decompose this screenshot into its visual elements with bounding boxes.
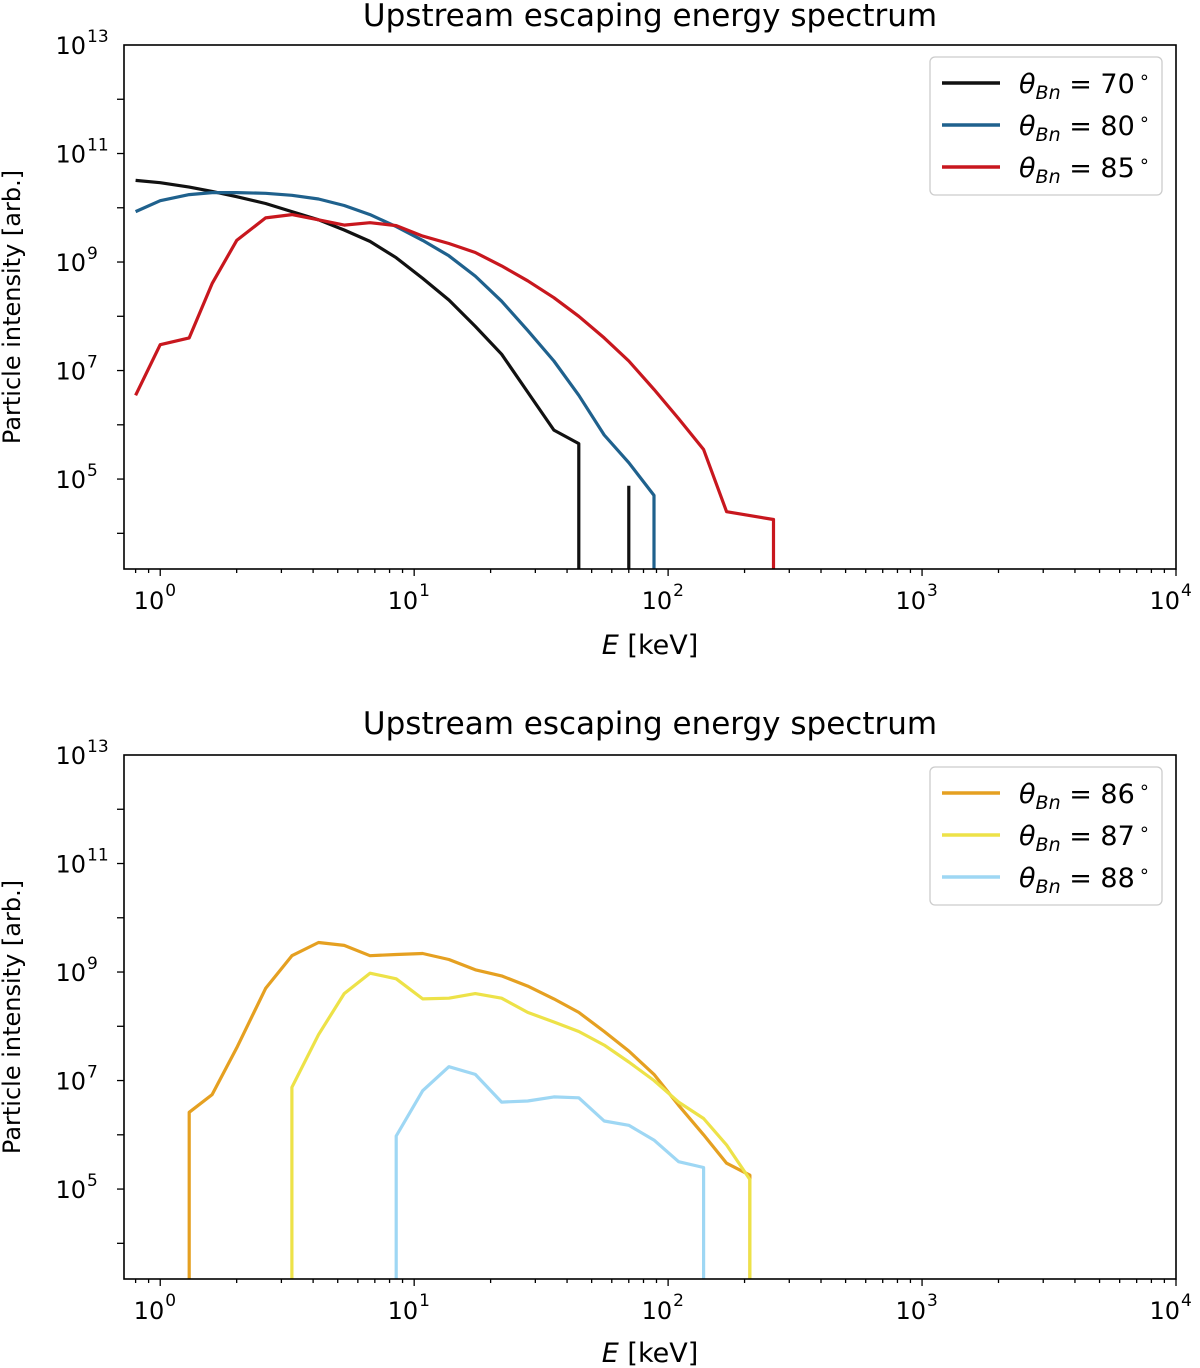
plot-area (187, 940, 752, 1279)
x-tick-exponent: 0 (165, 1291, 176, 1311)
series-line-88 (394, 1065, 706, 1279)
x-tick-label: 10 (1149, 1297, 1180, 1325)
x-axis: 10 0 10 1 10 2 10 3 10 4 (134, 1279, 1192, 1325)
series-line-87 (290, 971, 752, 1279)
y-tick-label: 10 (55, 358, 86, 386)
x-tick-exponent: 1 (419, 581, 430, 601)
y-tick-exponent: 7 (87, 353, 98, 373)
x-tick-exponent: 4 (1181, 1291, 1192, 1311)
series-line-85 (134, 213, 776, 569)
y-tick-exponent: 7 (87, 1063, 98, 1083)
x-tick-label: 10 (642, 587, 673, 615)
series-line-70-part-1 (135, 178, 581, 569)
legend-label: θBn = 85 ∘ (1019, 151, 1150, 188)
chart-title: Upstream escaping energy spectrum (363, 706, 937, 742)
y-tick-label: 10 (55, 1068, 86, 1096)
legend-frame (929, 766, 1163, 906)
y-tick-exponent: 13 (87, 27, 109, 47)
y-tick-label: 10 (55, 141, 86, 169)
y-tick-exponent: 11 (87, 846, 109, 866)
y-tick-exponent: 5 (87, 461, 98, 481)
x-tick-label: 10 (896, 587, 927, 615)
legend-label: θBn = 88 ∘ (1019, 861, 1150, 898)
x-tick-label: 10 (134, 1297, 165, 1325)
axes-frame (123, 44, 1177, 570)
y-tick-label: 10 (55, 466, 86, 494)
x-tick-exponent: 2 (673, 1291, 684, 1311)
x-tick-label: 10 (642, 1297, 673, 1325)
series-line-86 (187, 940, 752, 1279)
y-tick-label: 10 (55, 959, 86, 987)
x-axis: 10 0 10 1 10 2 10 3 10 4 (134, 569, 1192, 615)
legend: θBn = 70 ∘ θBn = 80 ∘ θBn = 85 ∘ (929, 56, 1163, 196)
x-tick-label: 10 (388, 587, 419, 615)
legend-label: θBn = 70 ∘ (1019, 67, 1150, 104)
y-tick-label: 10 (55, 851, 86, 879)
y-tick-exponent: 9 (87, 244, 98, 264)
legend-label: θBn = 86 ∘ (1019, 777, 1150, 814)
x-tick-label: 10 (1149, 587, 1180, 615)
x-tick-exponent: 4 (1181, 581, 1192, 601)
y-tick-label: 10 (55, 32, 86, 60)
y-axis-label: Particle intensity [arb.] (0, 880, 26, 1154)
series-line-80 (134, 191, 656, 569)
x-tick-exponent: 0 (165, 581, 176, 601)
legend-label: θBn = 80 ∘ (1019, 109, 1150, 146)
legend: θBn = 86 ∘ θBn = 87 ∘ θBn = 88 ∘ (929, 766, 1163, 906)
y-tick-exponent: 13 (87, 737, 109, 757)
x-axis-label: E [keV] (602, 630, 698, 661)
x-tick-label: 10 (134, 587, 165, 615)
axes-frame (123, 754, 1177, 1280)
y-tick-label: 10 (55, 249, 86, 277)
y-tick-exponent: 5 (87, 1171, 98, 1191)
y-tick-label: 10 (55, 742, 86, 770)
x-axis-label: E [keV] (602, 1338, 698, 1368)
x-tick-exponent: 3 (927, 1291, 938, 1311)
plot-area (134, 178, 776, 569)
y-tick-label: 10 (55, 1176, 86, 1204)
y-tick-exponent: 11 (87, 136, 109, 156)
y-axis-label: Particle intensity [arb.] (0, 170, 26, 444)
legend-label: θBn = 87 ∘ (1019, 819, 1150, 856)
x-tick-exponent: 1 (419, 1291, 430, 1311)
y-tick-exponent: 9 (87, 954, 98, 974)
legend-frame (929, 56, 1163, 196)
x-tick-exponent: 2 (673, 581, 684, 601)
x-tick-label: 10 (896, 1297, 927, 1325)
x-tick-label: 10 (388, 1297, 419, 1325)
x-tick-exponent: 3 (927, 581, 938, 601)
chart-title: Upstream escaping energy spectrum (363, 0, 937, 34)
